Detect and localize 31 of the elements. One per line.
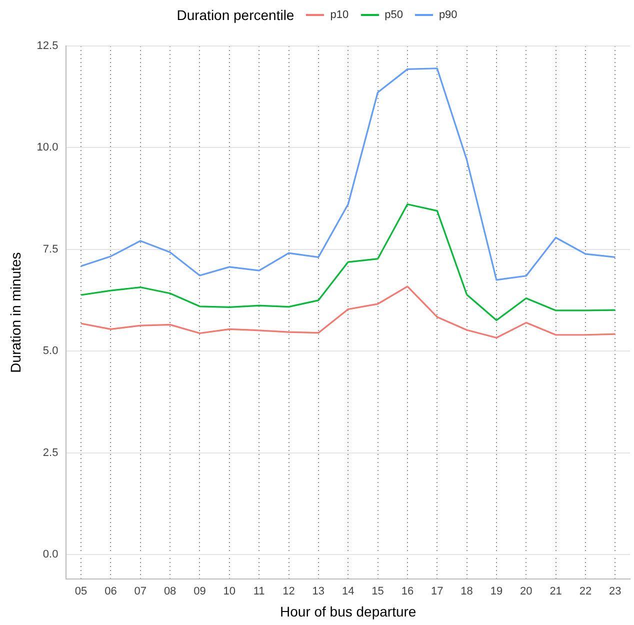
- y-tick-label: 5.0: [42, 345, 58, 358]
- x-tick-label: 08: [164, 586, 176, 598]
- x-tick-label: 20: [520, 586, 532, 598]
- x-tick-label: 12: [282, 586, 295, 598]
- x-tick-label: 10: [223, 586, 236, 598]
- x-tick-label: 21: [550, 586, 562, 598]
- x-tick-label: 13: [312, 586, 325, 598]
- x-tick-label: 06: [104, 586, 117, 598]
- y-tick-label: 12.5: [36, 40, 58, 52]
- x-tick-label: 22: [579, 586, 592, 598]
- x-axis-title: Hour of bus departure: [280, 603, 416, 620]
- x-tick-label: 05: [74, 586, 88, 598]
- y-tick-label: 2.5: [42, 446, 58, 459]
- x-tick-label: 07: [134, 586, 147, 598]
- x-tick-label: 17: [431, 586, 444, 598]
- x-tick-label: 15: [372, 586, 384, 598]
- y-axis-title: Duration in minutes: [7, 252, 24, 373]
- x-tick-label: 19: [490, 586, 503, 598]
- y-tick-label: 7.5: [42, 243, 58, 256]
- legend-label: p10: [330, 9, 349, 21]
- legend-title: Duration percentile: [176, 7, 294, 23]
- x-tick-label: 16: [401, 586, 414, 598]
- x-tick-label: 23: [609, 586, 622, 598]
- x-tick-label: 14: [342, 586, 354, 598]
- y-tick-label: 10.0: [36, 142, 58, 154]
- legend-label: p90: [438, 9, 458, 21]
- x-tick-label: 11: [253, 586, 265, 598]
- legend-label: p50: [384, 9, 403, 21]
- x-tick-label: 18: [460, 586, 473, 598]
- y-tick-label: 0.0: [42, 548, 58, 561]
- x-tick-label: 09: [194, 586, 206, 598]
